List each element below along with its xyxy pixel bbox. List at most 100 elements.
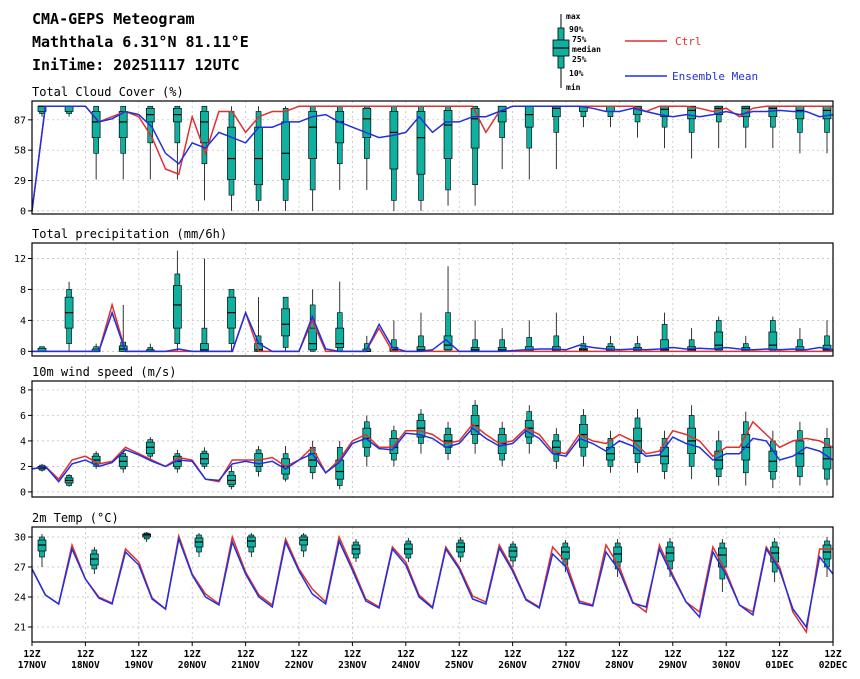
box-precip: [416, 312, 426, 352]
box-wind: [200, 447, 209, 469]
box-cloud: [551, 105, 561, 170]
box-inner: [172, 285, 182, 329]
station-location: Maththala 6.31°N 81.11°E: [32, 33, 249, 51]
y-tick-label: 4: [20, 316, 26, 327]
legend-label-min: min: [566, 82, 581, 92]
x-tick-label-date: 27NOV: [552, 660, 581, 671]
box-cloud: [362, 105, 372, 190]
box-inner: [508, 546, 518, 558]
box-inner: [768, 331, 778, 351]
box-wind: [741, 411, 751, 486]
y-tick-label: 27: [14, 563, 26, 574]
box-cloud: [200, 105, 209, 201]
box-precip: [172, 250, 182, 352]
box-inner: [665, 546, 675, 562]
x-tick-label-date: 21NOV: [231, 660, 260, 671]
box-inner: [308, 111, 318, 159]
panel-title-cloud: Total Cloud Cover (%): [32, 85, 184, 99]
x-tick-label-hour: 12Z: [290, 649, 307, 660]
box-wind: [524, 405, 534, 454]
box-wind: [254, 446, 263, 477]
y-tick-label: 87: [14, 115, 26, 126]
box-cloud: [389, 105, 399, 211]
box-cloud: [660, 105, 669, 149]
x-tick-label-hour: 12Z: [664, 649, 681, 660]
box-cloud: [118, 105, 128, 180]
y-tick-label: 0: [20, 487, 26, 498]
box-cloud: [254, 106, 263, 211]
box-inner: [416, 111, 426, 175]
x-tick-label-date: 02DEC: [819, 660, 848, 671]
box-temp: [37, 534, 47, 567]
box-precip: [443, 266, 453, 352]
box-inner: [200, 111, 209, 144]
box-inner: [416, 420, 426, 438]
box-cloud: [633, 105, 642, 138]
box-precip: [822, 320, 832, 352]
ctrl-line-precip: [32, 302, 833, 353]
box-inner: [362, 107, 372, 138]
box-precip: [64, 281, 74, 352]
box-inner: [524, 105, 534, 128]
box-inner: [299, 536, 309, 546]
box-precip: [470, 320, 480, 352]
box-inner: [389, 111, 399, 170]
x-tick-label-date: 29NOV: [658, 660, 687, 671]
box-inner: [795, 105, 805, 120]
box-cloud: [172, 105, 182, 180]
panel-precip: Total precipitation (mm/6h) 0 4 8 12: [14, 227, 834, 358]
box-precip: [795, 328, 805, 352]
box-wind: [145, 437, 155, 461]
y-tick-label: 29: [14, 176, 26, 187]
box-inner: [227, 126, 236, 180]
box-wind: [443, 421, 453, 461]
box-inner: [281, 121, 290, 180]
ctrl-line-temp: [31, 533, 833, 635]
box-inner: [443, 110, 453, 159]
legend-label-p90: 90%: [569, 25, 584, 34]
panel-frame-precip: [31, 242, 834, 357]
box-wind: [768, 430, 778, 489]
x-tick-label-hour: 12Z: [504, 649, 521, 660]
x-tick-label-date: 01DEC: [765, 660, 794, 671]
box-temp: [299, 533, 309, 557]
box-inner: [335, 327, 345, 348]
box-wind: [335, 440, 345, 490]
mean-line-precip: [32, 310, 834, 353]
box-temp: [403, 538, 413, 562]
box-wind: [633, 409, 642, 473]
x-tick-label-date: 23NOV: [338, 660, 367, 671]
box-wind: [118, 449, 128, 473]
panel-frame-cloud: [31, 100, 834, 215]
box-inner: [118, 111, 128, 138]
x-tick-label-hour: 12Z: [718, 649, 735, 660]
box-precip: [551, 312, 561, 352]
box-inner: [714, 331, 724, 351]
x-tick-label-hour: 12Z: [824, 649, 841, 660]
box-precip: [145, 343, 155, 352]
box-temp: [508, 541, 518, 567]
legend-label-max: max: [566, 12, 581, 21]
box-temp: [246, 533, 256, 557]
box-precip: [768, 316, 778, 352]
box-precip: [227, 289, 236, 352]
x-tick-label-date: 17NOV: [18, 660, 47, 671]
box-temp: [142, 532, 152, 542]
box-temp: [456, 537, 466, 562]
y-tick-label: 8: [20, 385, 26, 396]
box-wind: [227, 466, 236, 490]
box-precip: [524, 320, 534, 352]
legend-mean-label: Ensemble Mean: [672, 70, 758, 83]
x-tick-label-date: 18NOV: [71, 660, 100, 671]
x-tick-label-date: 25NOV: [445, 660, 474, 671]
ctrl-line-cloud: [31, 105, 833, 211]
x-tick-label-hour: 12Z: [77, 649, 94, 660]
panel-wind: 10m wind speed (m/s) 0 2 4 6 8: [20, 365, 834, 498]
legend-ctrl-label: Ctrl: [675, 35, 702, 48]
y-tick-label: 24: [14, 593, 26, 604]
box-cloud: [795, 105, 805, 154]
box-inner: [308, 327, 318, 351]
legend-label-p25: 25%: [572, 55, 587, 64]
x-tick-label-hour: 12Z: [557, 649, 574, 660]
y-tick-label: 2: [20, 462, 26, 473]
